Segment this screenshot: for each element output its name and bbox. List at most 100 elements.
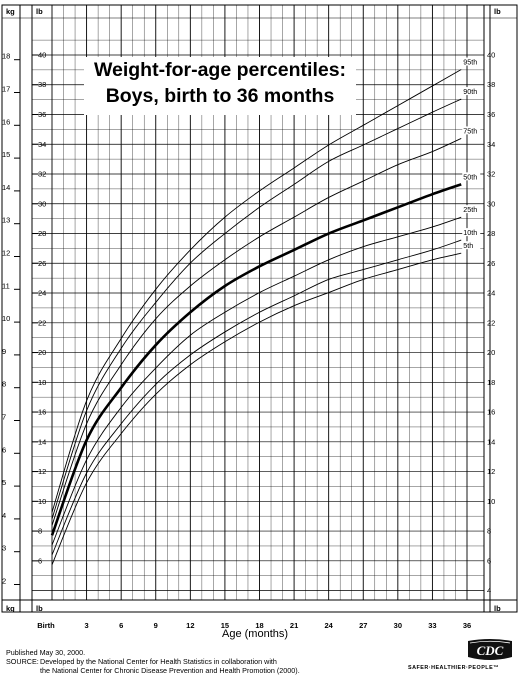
x-tick-label: 12 — [186, 621, 194, 630]
series-label-25th: 25th — [463, 205, 477, 214]
cdc-logo-text: CDC — [477, 643, 504, 658]
cdc-logo: CDC — [468, 639, 512, 660]
lb-tick-label-left: 26 — [38, 259, 46, 268]
kg-tick-label: 4 — [2, 511, 6, 520]
kg-tick-label: 3 — [2, 544, 6, 553]
x-tick-label: 18 — [255, 621, 263, 630]
kg-tick-label: 16 — [2, 117, 10, 126]
lb-tick-label-left: 12 — [38, 467, 46, 476]
lb-unit-bottom-left: lb — [36, 604, 43, 613]
kg-unit-bottom: kg — [6, 604, 15, 613]
x-tick-label: 6 — [119, 621, 123, 630]
kg-tick-label: 8 — [2, 380, 6, 389]
lb-tick-label-right: 16 — [487, 408, 495, 417]
lb-tick-label-left: 34 — [38, 140, 46, 149]
lb-tick-label-right: 20 — [487, 348, 495, 357]
percentile-curve-10th — [51, 239, 462, 556]
x-tick-label: 33 — [428, 621, 436, 630]
x-tick-label: 24 — [324, 621, 333, 630]
percentile-curve-90th — [51, 98, 462, 520]
kg-tick-label: 11 — [2, 281, 10, 290]
kg-tick-label: 5 — [2, 478, 6, 487]
lb-tick-label-right: 8 — [487, 527, 491, 536]
series-label-bg — [462, 126, 481, 135]
lb-tick-label-left: 10 — [38, 497, 46, 506]
kg-tick-label: 13 — [2, 216, 10, 225]
percentile-curve-75th — [51, 138, 462, 526]
chart-title: Weight-for-age percentiles: Boys, birth … — [84, 57, 356, 115]
source-line-2: the National Center for Chronic Disease … — [40, 666, 300, 676]
x-tick-label: 36 — [463, 621, 471, 630]
source-line-1: Developed by the National Center for Hea… — [40, 657, 277, 667]
lb-tick-label-left: 6 — [38, 556, 42, 565]
series-label-75th: 75th — [463, 126, 477, 135]
series-label-bg — [462, 87, 481, 96]
lb-tick-label-left: 30 — [38, 199, 46, 208]
kg-tick-label: 18 — [2, 52, 10, 61]
lb-tick-label-right: 38 — [487, 80, 495, 89]
cdc-tagline: SAFER·HEALTHIER·PEOPLE™ — [408, 665, 500, 671]
lb-tick-label-left: 38 — [38, 80, 46, 89]
lb-tick-label-right: 22 — [487, 318, 495, 327]
x-tick-label: Birth — [37, 621, 55, 630]
lb-unit-top-left: lb — [36, 7, 43, 16]
series-label-50th: 50th — [463, 172, 477, 181]
lb-unit-bottom-right: lb — [494, 604, 501, 613]
kg-tick-label: 9 — [2, 347, 6, 356]
kg-tick-label: 2 — [2, 577, 6, 586]
lb-tick-label-right: 34 — [487, 140, 495, 149]
lb-tick-label-left: 20 — [38, 348, 46, 357]
lb-tick-label-right: 18 — [487, 378, 495, 387]
lb-tick-label-left: 28 — [38, 229, 46, 238]
x-tick-label: 15 — [221, 621, 229, 630]
lb-tick-label-right: 32 — [487, 170, 495, 179]
lb-tick-label-right: 4 — [487, 586, 491, 595]
lb-tick-label-left: 16 — [38, 408, 46, 417]
lb-tick-label-left: 32 — [38, 170, 46, 179]
kg-unit-top: kg — [6, 7, 15, 16]
chart-title-line-1: Weight-for-age percentiles: — [93, 59, 347, 81]
kg-tick-label: 7 — [2, 413, 6, 422]
percentile-curve-95th — [51, 69, 462, 513]
lb-tick-label-right: 36 — [487, 110, 495, 119]
kg-tick-label: 6 — [2, 445, 6, 454]
series-label-90th: 90th — [463, 87, 477, 96]
chart-title-line-2: Boys, birth to 36 months — [105, 85, 335, 107]
lb-tick-label-right: 14 — [487, 437, 495, 446]
lb-tick-label-left: 14 — [38, 437, 46, 446]
x-axis-title: Age (months) — [222, 628, 289, 640]
series-label-bg — [462, 228, 481, 237]
x-tick-label: 21 — [290, 621, 298, 630]
x-tick-label: 30 — [394, 621, 402, 630]
series-label-10th: 10th — [463, 228, 477, 237]
kg-tick-label: 17 — [2, 85, 10, 94]
lb-tick-label-right: 6 — [487, 556, 491, 565]
lb-tick-label-left: 8 — [38, 527, 42, 536]
lb-tick-label-right: 26 — [487, 259, 495, 268]
lb-tick-label-right: 10 — [487, 497, 495, 506]
percentile-curve-50th — [50, 183, 462, 536]
x-tick-label: 27 — [359, 621, 367, 630]
x-tick-label: 3 — [84, 621, 88, 630]
source-label: SOURCE: — [6, 657, 39, 667]
footer-notes: Published May 30, 2000. SOURCE:Developed… — [6, 648, 300, 676]
percentile-curve-5th — [51, 252, 462, 565]
lb-tick-label-right: 40 — [487, 50, 495, 59]
lb-tick-label-right: 24 — [487, 289, 495, 298]
lb-tick-label-right: 30 — [487, 199, 495, 208]
x-tick-label: 9 — [154, 621, 158, 630]
lb-tick-label-left: 22 — [38, 318, 46, 327]
lb-tick-label-left: 18 — [38, 378, 46, 387]
series-label-bg — [462, 57, 481, 66]
published-date: Published May 30, 2000. — [6, 648, 86, 657]
series-label-95th: 95th — [463, 58, 477, 67]
lb-tick-label-left: 40 — [38, 50, 46, 59]
lb-tick-label-right: 28 — [487, 229, 495, 238]
kg-tick-label: 10 — [2, 314, 10, 323]
series-label-5th: 5th — [463, 241, 473, 250]
lb-unit-top-right: lb — [494, 7, 501, 16]
series-label-bg — [462, 241, 481, 250]
series-label-bg — [462, 172, 481, 181]
lb-tick-label-left: 36 — [38, 110, 46, 119]
